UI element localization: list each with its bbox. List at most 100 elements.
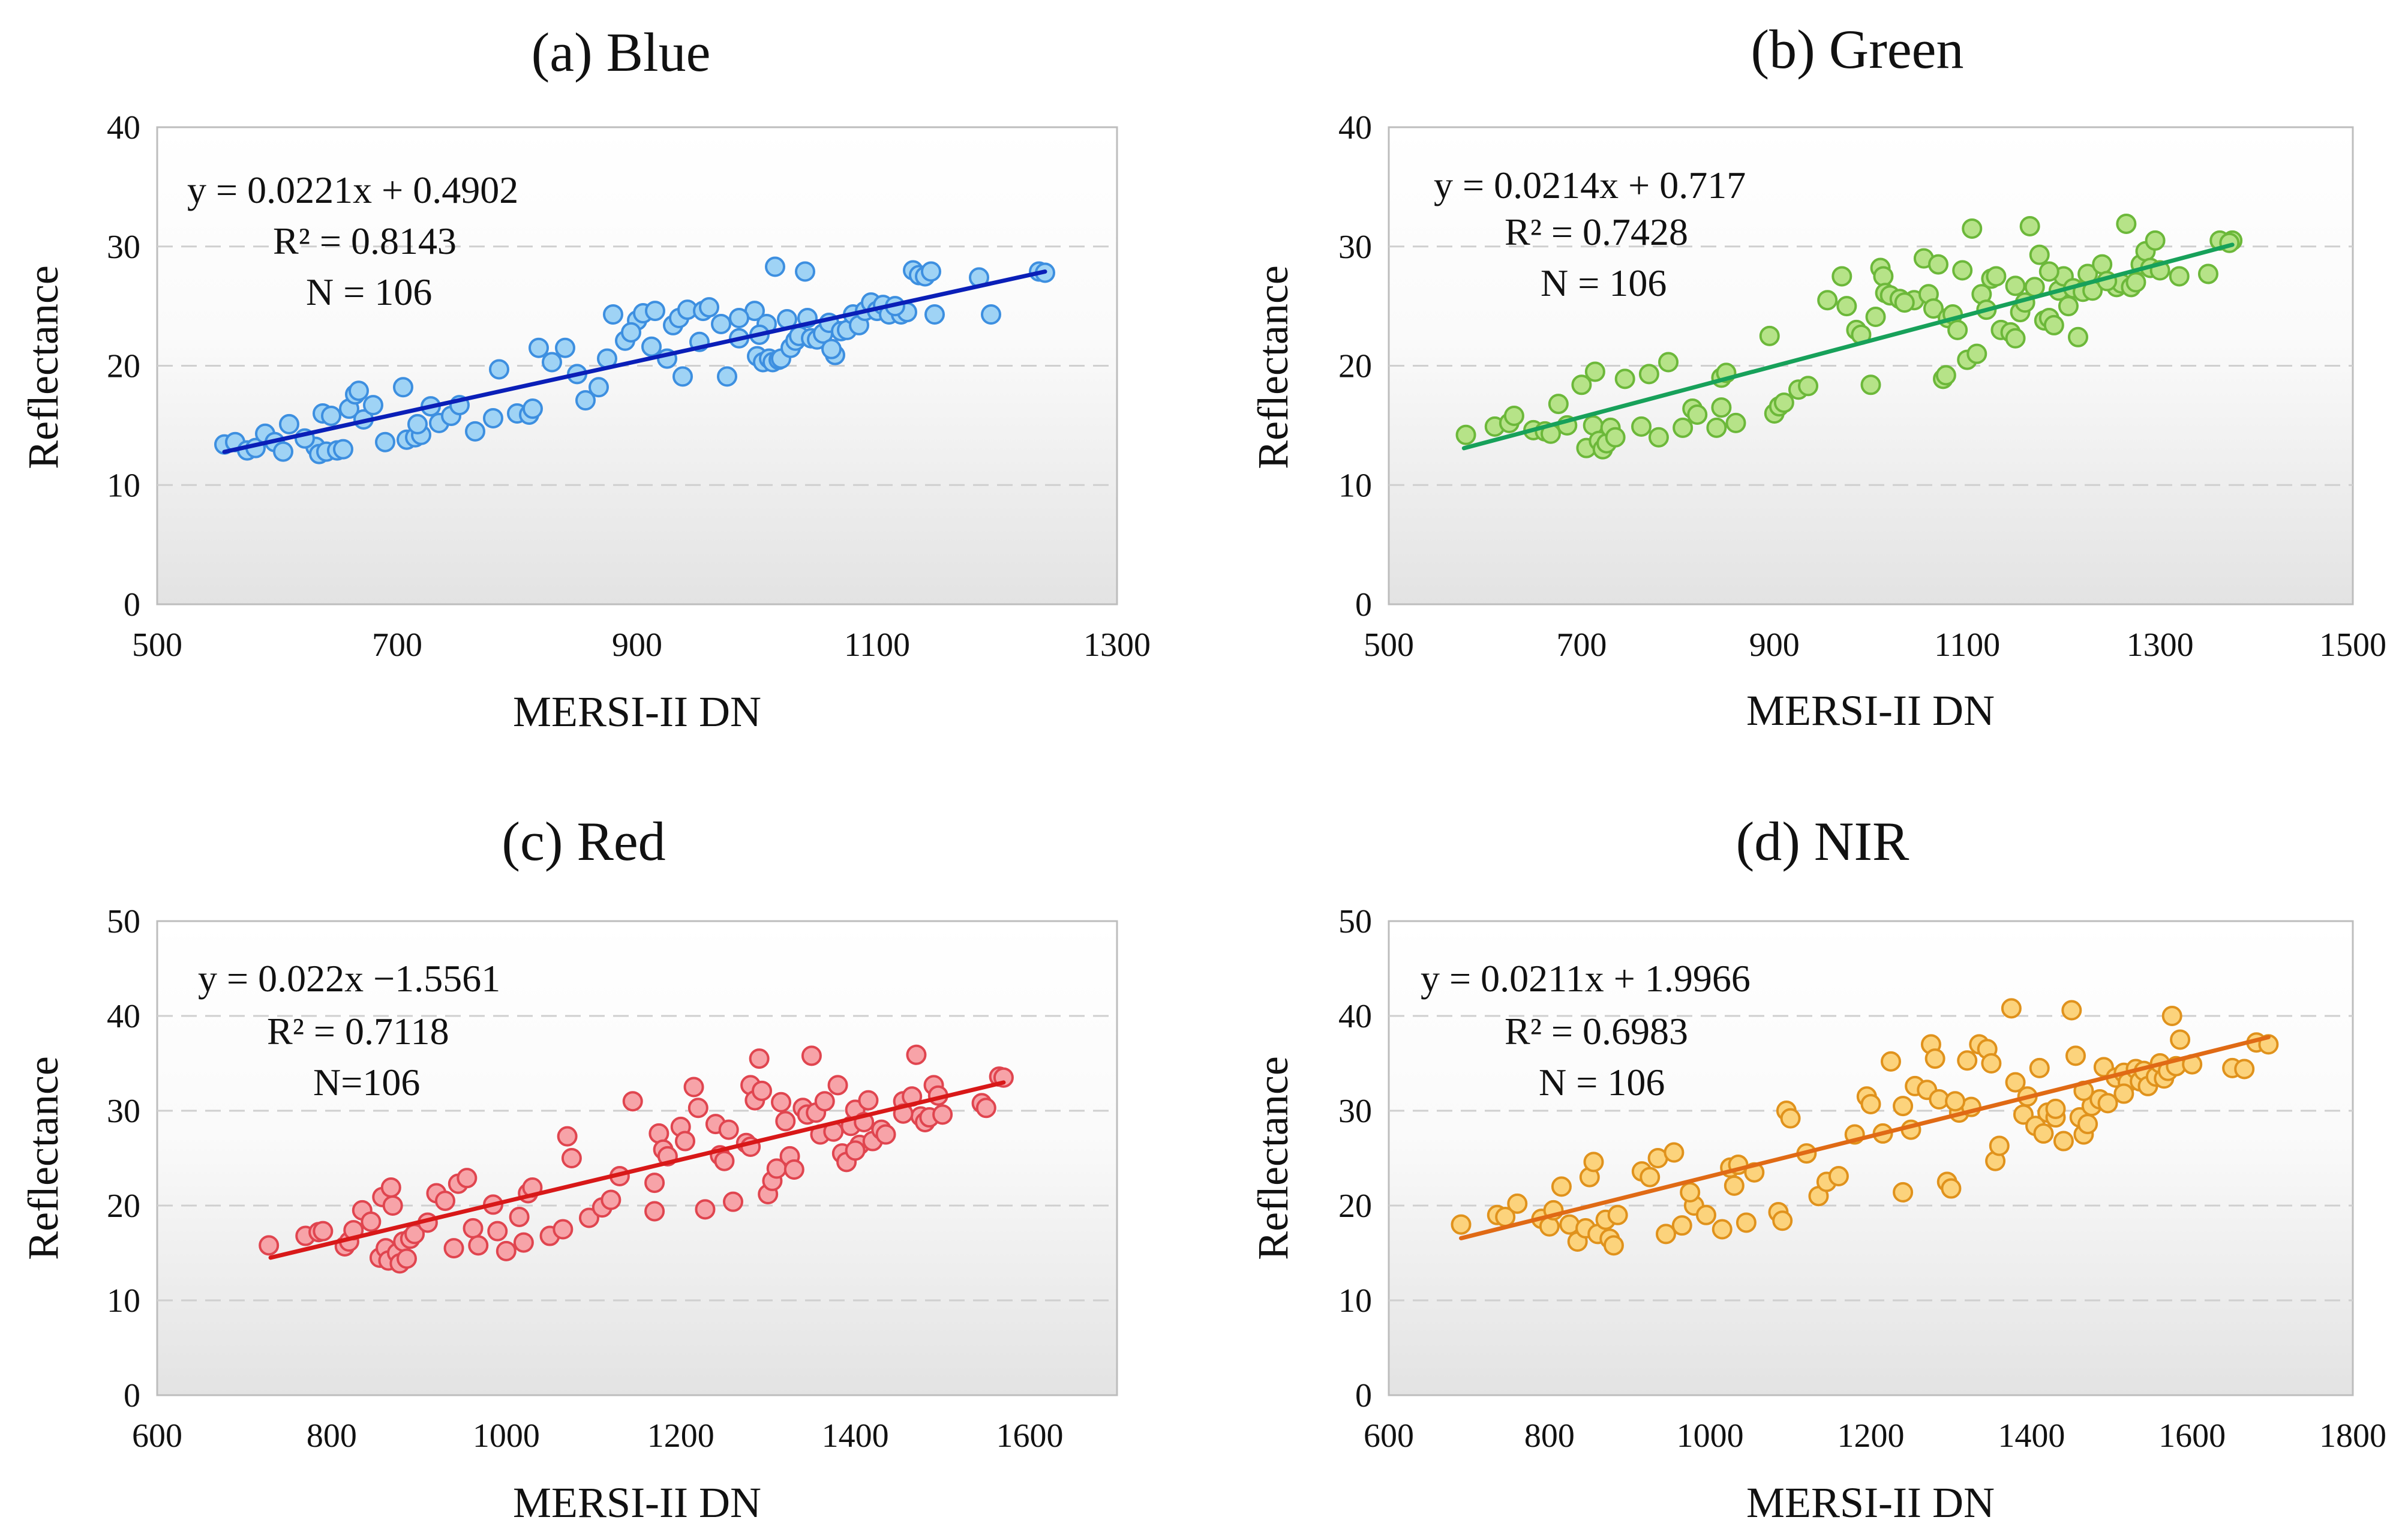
y-tick-labels: 0 10 20 30 40 <box>107 109 140 623</box>
data-point <box>1712 1219 1733 1240</box>
data-point <box>2005 1072 2026 1093</box>
data-point <box>1836 296 1857 317</box>
data-point <box>375 431 395 452</box>
data-point <box>2169 266 2190 287</box>
data-point <box>699 297 719 318</box>
x-tick-label: 600 <box>132 1417 182 1455</box>
data-point <box>975 1098 996 1119</box>
grid-lines <box>157 1015 1117 1302</box>
data-point <box>1759 325 1780 346</box>
x-axis-label: MERSI-II DN <box>1746 1479 1995 1527</box>
data-point <box>672 366 693 387</box>
x-tick-labels: 600 800 1000 1200 1400 1600 1800 <box>1364 1417 2386 1455</box>
data-point <box>2058 296 2079 317</box>
data-point <box>483 407 503 428</box>
data-point <box>683 1077 704 1098</box>
data-point <box>1656 1224 1677 1245</box>
data-point <box>333 439 353 460</box>
y-tick-label: 30 <box>107 229 140 266</box>
data-point <box>2170 1029 2191 1050</box>
data-point <box>924 304 945 325</box>
trend-line <box>1461 242 2235 451</box>
r-squared-label: R² = 0.7428 <box>1505 211 1688 253</box>
y-tick-label: 0 <box>124 1377 140 1414</box>
data-point <box>981 304 1001 325</box>
chart-title: (c) Red <box>502 811 665 872</box>
x-axis-label: MERSI-II DN <box>1746 686 1995 734</box>
y-axis-label: Reflectance <box>1249 265 1297 469</box>
x-tick-label: 1200 <box>1837 1417 1905 1455</box>
data-point <box>561 1148 582 1168</box>
sample-size-label: N = 106 <box>1541 262 1667 304</box>
data-point <box>641 336 662 357</box>
data-point <box>2197 263 2218 284</box>
data-point <box>1648 427 1669 448</box>
data-point <box>1695 1204 1716 1225</box>
x-tick-label: 1000 <box>473 1417 540 1455</box>
y-tick-label: 0 <box>1355 586 1372 623</box>
y-tick-label: 20 <box>107 1188 140 1225</box>
data-point <box>2234 1059 2255 1080</box>
r-squared-label: R² = 0.7118 <box>267 1010 449 1053</box>
data-point <box>1989 1135 2010 1156</box>
x-axis-label: MERSI-II DN <box>513 1479 761 1527</box>
data-point <box>1673 417 1694 438</box>
data-point <box>361 1211 382 1232</box>
y-tick-labels: 0 10 20 30 40 50 <box>107 903 140 1414</box>
data-point <box>463 1218 484 1239</box>
data-point <box>827 1075 848 1096</box>
data-point <box>1828 1166 1849 1187</box>
data-point <box>465 421 485 442</box>
data-point <box>921 261 941 282</box>
y-tick-labels: 0 10 20 30 40 50 <box>1338 903 1372 1414</box>
y-tick-label: 20 <box>107 348 140 385</box>
data-point <box>1962 218 1983 239</box>
regression-equation: y = 0.0221x + 0.4902 <box>187 169 518 211</box>
data-point <box>1571 374 1592 395</box>
y-tick-label: 30 <box>1338 229 1372 266</box>
data-point <box>687 1098 708 1119</box>
data-point <box>723 1191 743 1212</box>
data-point <box>1945 1091 1966 1112</box>
data-point <box>1631 416 1652 437</box>
data-point <box>1893 1182 1914 1203</box>
data-point <box>1873 266 1894 287</box>
x-tick-label: 500 <box>132 626 182 664</box>
chart-panel-blue: (a) Blue 0 10 20 30 40 500 700 900 1100 1300 MER… <box>19 22 1151 736</box>
data-point <box>814 1091 835 1112</box>
data-point <box>729 308 749 328</box>
plot-area <box>156 920 1118 1396</box>
data-point <box>1583 1152 1604 1173</box>
data-point <box>821 338 842 359</box>
y-tick-label: 10 <box>1338 1282 1372 1320</box>
data-point <box>1935 365 1956 386</box>
data-point <box>1451 1214 1472 1235</box>
data-point <box>273 441 293 462</box>
data-point <box>259 1235 280 1256</box>
data-point <box>775 1111 796 1132</box>
data-point <box>1952 260 1973 281</box>
data-point <box>622 1091 643 1112</box>
y-tick-label: 50 <box>1338 903 1372 940</box>
data-point <box>487 1221 508 1242</box>
x-axis-label: MERSI-II DN <box>513 688 761 736</box>
plot-area <box>1388 920 2354 1396</box>
data-point <box>2092 254 2113 275</box>
y-tick-label: 40 <box>1338 998 1372 1035</box>
data-point <box>489 359 509 380</box>
x-tick-label: 1600 <box>2158 1417 2226 1455</box>
data-point <box>2045 1098 2066 1119</box>
data-point <box>2116 213 2137 234</box>
data-point <box>2005 275 2026 296</box>
data-point <box>397 1248 417 1269</box>
data-point <box>363 395 383 416</box>
data-point <box>1658 352 1679 373</box>
data-point <box>795 261 815 282</box>
chart-panel-red: (c) Red 0 10 20 30 40 50 600 800 1000 1200 1400 16… <box>19 811 1118 1527</box>
data-point <box>2113 1083 2134 1104</box>
data-point <box>407 413 428 434</box>
data-point <box>1507 1193 1528 1214</box>
data-point <box>468 1235 489 1256</box>
data-point <box>1687 404 1708 425</box>
y-axis-label: Reflectance <box>19 265 67 469</box>
